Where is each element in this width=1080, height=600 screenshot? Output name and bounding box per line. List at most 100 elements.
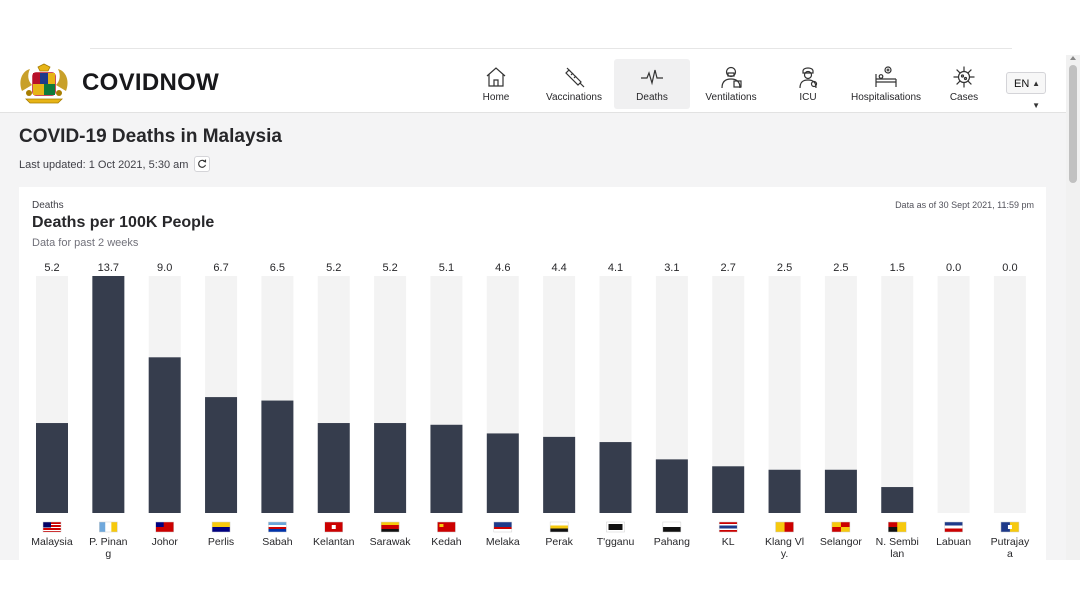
putrajaya-flag-icon <box>1000 521 1020 533</box>
category-label: Selangor <box>820 536 863 548</box>
category-label: Perlis <box>208 536 234 548</box>
nav-item-deaths[interactable]: Deaths <box>614 59 690 109</box>
syringe-icon <box>565 67 585 88</box>
nav-item-cases[interactable]: Cases <box>938 59 990 109</box>
bar-p-pinang[interactable] <box>92 276 125 513</box>
nav-item-home[interactable]: Home <box>468 59 524 109</box>
value-label: 9.0 <box>157 262 172 274</box>
bar-johor[interactable] <box>148 357 181 513</box>
labuan-flag-icon <box>944 521 963 533</box>
category-label: Malaysia <box>31 536 73 548</box>
bar-malaysia[interactable] <box>36 423 68 513</box>
refresh-button[interactable] <box>194 156 210 172</box>
top-navbar: COVIDNOW Home Vaccinations Deaths <box>0 55 1066 113</box>
bar-selangor[interactable] <box>824 469 857 513</box>
bar-kedah[interactable] <box>430 424 463 513</box>
nav-item-vaccinations[interactable]: Vaccinations <box>538 59 610 109</box>
refresh-icon <box>198 159 207 168</box>
value-label: 13.7 <box>98 262 119 274</box>
bar-track <box>993 276 1026 513</box>
value-label: 2.7 <box>721 262 736 274</box>
scrollbar-thumb[interactable] <box>1069 65 1077 183</box>
card-subtitle: Data for past 2 weeks <box>32 237 139 249</box>
bar-klang-vly-[interactable] <box>768 469 801 513</box>
nav-label-ventilations: Ventilations <box>705 92 757 103</box>
browser-top-strip <box>0 0 1080 52</box>
melaka-flag-icon <box>493 521 513 533</box>
negeri-sembilan-flag-icon <box>888 521 907 533</box>
perlis-flag-icon <box>211 521 231 533</box>
nav-label-hospitalisations: Hospitalisations <box>850 92 922 103</box>
value-label: 2.5 <box>777 262 792 274</box>
virus-icon <box>953 66 975 88</box>
hospital-bed-icon <box>875 66 897 87</box>
sarawak-flag-icon <box>380 521 400 533</box>
value-label: 6.5 <box>270 262 285 274</box>
malaysia-coat-of-arms-icon[interactable] <box>18 63 70 105</box>
value-label: 0.0 <box>946 262 961 274</box>
data-as-of-text: Data as of 30 Sept 2021, 11:59 pm <box>895 200 1034 210</box>
kelantan-flag-icon <box>324 521 343 533</box>
category-label: Kedah <box>431 536 462 548</box>
page-scrollbar[interactable] <box>1066 55 1080 560</box>
category-label: N. Sembi <box>876 536 919 548</box>
bar-track <box>881 276 914 513</box>
pulse-icon <box>641 69 663 86</box>
language-select[interactable]: EN ▲ ▼ <box>1006 72 1046 110</box>
scroll-up-arrow-icon[interactable] <box>1070 56 1076 60</box>
nav-item-icu[interactable]: ICU <box>780 59 836 109</box>
nav-item-hospitalisations[interactable]: Hospitalisations <box>846 59 926 109</box>
value-label: 6.7 <box>213 262 228 274</box>
kedah-flag-icon <box>437 521 456 533</box>
app-viewport: COVIDNOW Home Vaccinations Deaths <box>0 55 1066 560</box>
category-label: P. Pinan <box>89 536 127 548</box>
selangor-flag-icon <box>831 521 851 533</box>
category-label: Melaka <box>486 536 520 548</box>
value-label: 5.1 <box>439 262 454 274</box>
category-label: y. <box>781 548 788 560</box>
bar-kl[interactable] <box>712 466 745 513</box>
bar-sarawak[interactable] <box>374 423 407 513</box>
category-label: Pahang <box>654 536 690 548</box>
bar-t-gganu[interactable] <box>599 442 632 513</box>
brand-name[interactable]: COVIDNOW <box>82 69 220 96</box>
nav-label-home: Home <box>482 92 510 103</box>
address-bar-edge <box>90 48 1012 49</box>
value-label: 2.5 <box>833 262 848 274</box>
bar-sabah[interactable] <box>261 400 294 513</box>
value-label: 4.1 <box>608 262 623 274</box>
bar-perak[interactable] <box>543 436 576 513</box>
pahang-flag-icon <box>662 521 682 533</box>
category-label: Labuan <box>936 536 971 548</box>
bar-melaka[interactable] <box>486 433 519 513</box>
nav-label-deaths: Deaths <box>636 92 668 103</box>
sabah-flag-icon <box>268 521 287 533</box>
category-label: a <box>1007 548 1013 560</box>
bar-perlis[interactable] <box>205 397 238 513</box>
value-label: 1.5 <box>890 262 905 274</box>
malaysia-flag-icon <box>42 521 62 533</box>
card-kicker: Deaths <box>32 200 64 211</box>
bar-pahang[interactable] <box>655 459 688 513</box>
bar-kelantan[interactable] <box>317 423 350 513</box>
category-label: Kelantan <box>313 536 355 548</box>
bar-n-sembilan[interactable] <box>881 487 914 513</box>
klang-valley-flag-icon <box>775 521 794 533</box>
deaths-chart-card: Deaths Deaths per 100K People Data for p… <box>19 187 1046 560</box>
nav-item-ventilations[interactable]: Ventilations <box>696 59 766 109</box>
category-label: Perak <box>545 536 573 548</box>
value-label: 5.2 <box>382 262 397 274</box>
terengganu-flag-icon <box>606 521 625 533</box>
johor-flag-icon <box>155 521 174 533</box>
nav-label-vaccinations: Vaccinations <box>546 92 602 103</box>
value-label: 3.1 <box>664 262 679 274</box>
nav-label-icu: ICU <box>799 92 817 103</box>
bottom-strip <box>0 560 1080 600</box>
category-label: Johor <box>152 536 179 548</box>
last-updated-text: Last updated: 1 Oct 2021, 5:30 am <box>19 159 189 171</box>
category-label: g <box>105 548 111 560</box>
value-label: 5.2 <box>44 262 59 274</box>
nav-label-cases: Cases <box>949 92 979 103</box>
card-title: Deaths per 100K People <box>32 214 215 231</box>
